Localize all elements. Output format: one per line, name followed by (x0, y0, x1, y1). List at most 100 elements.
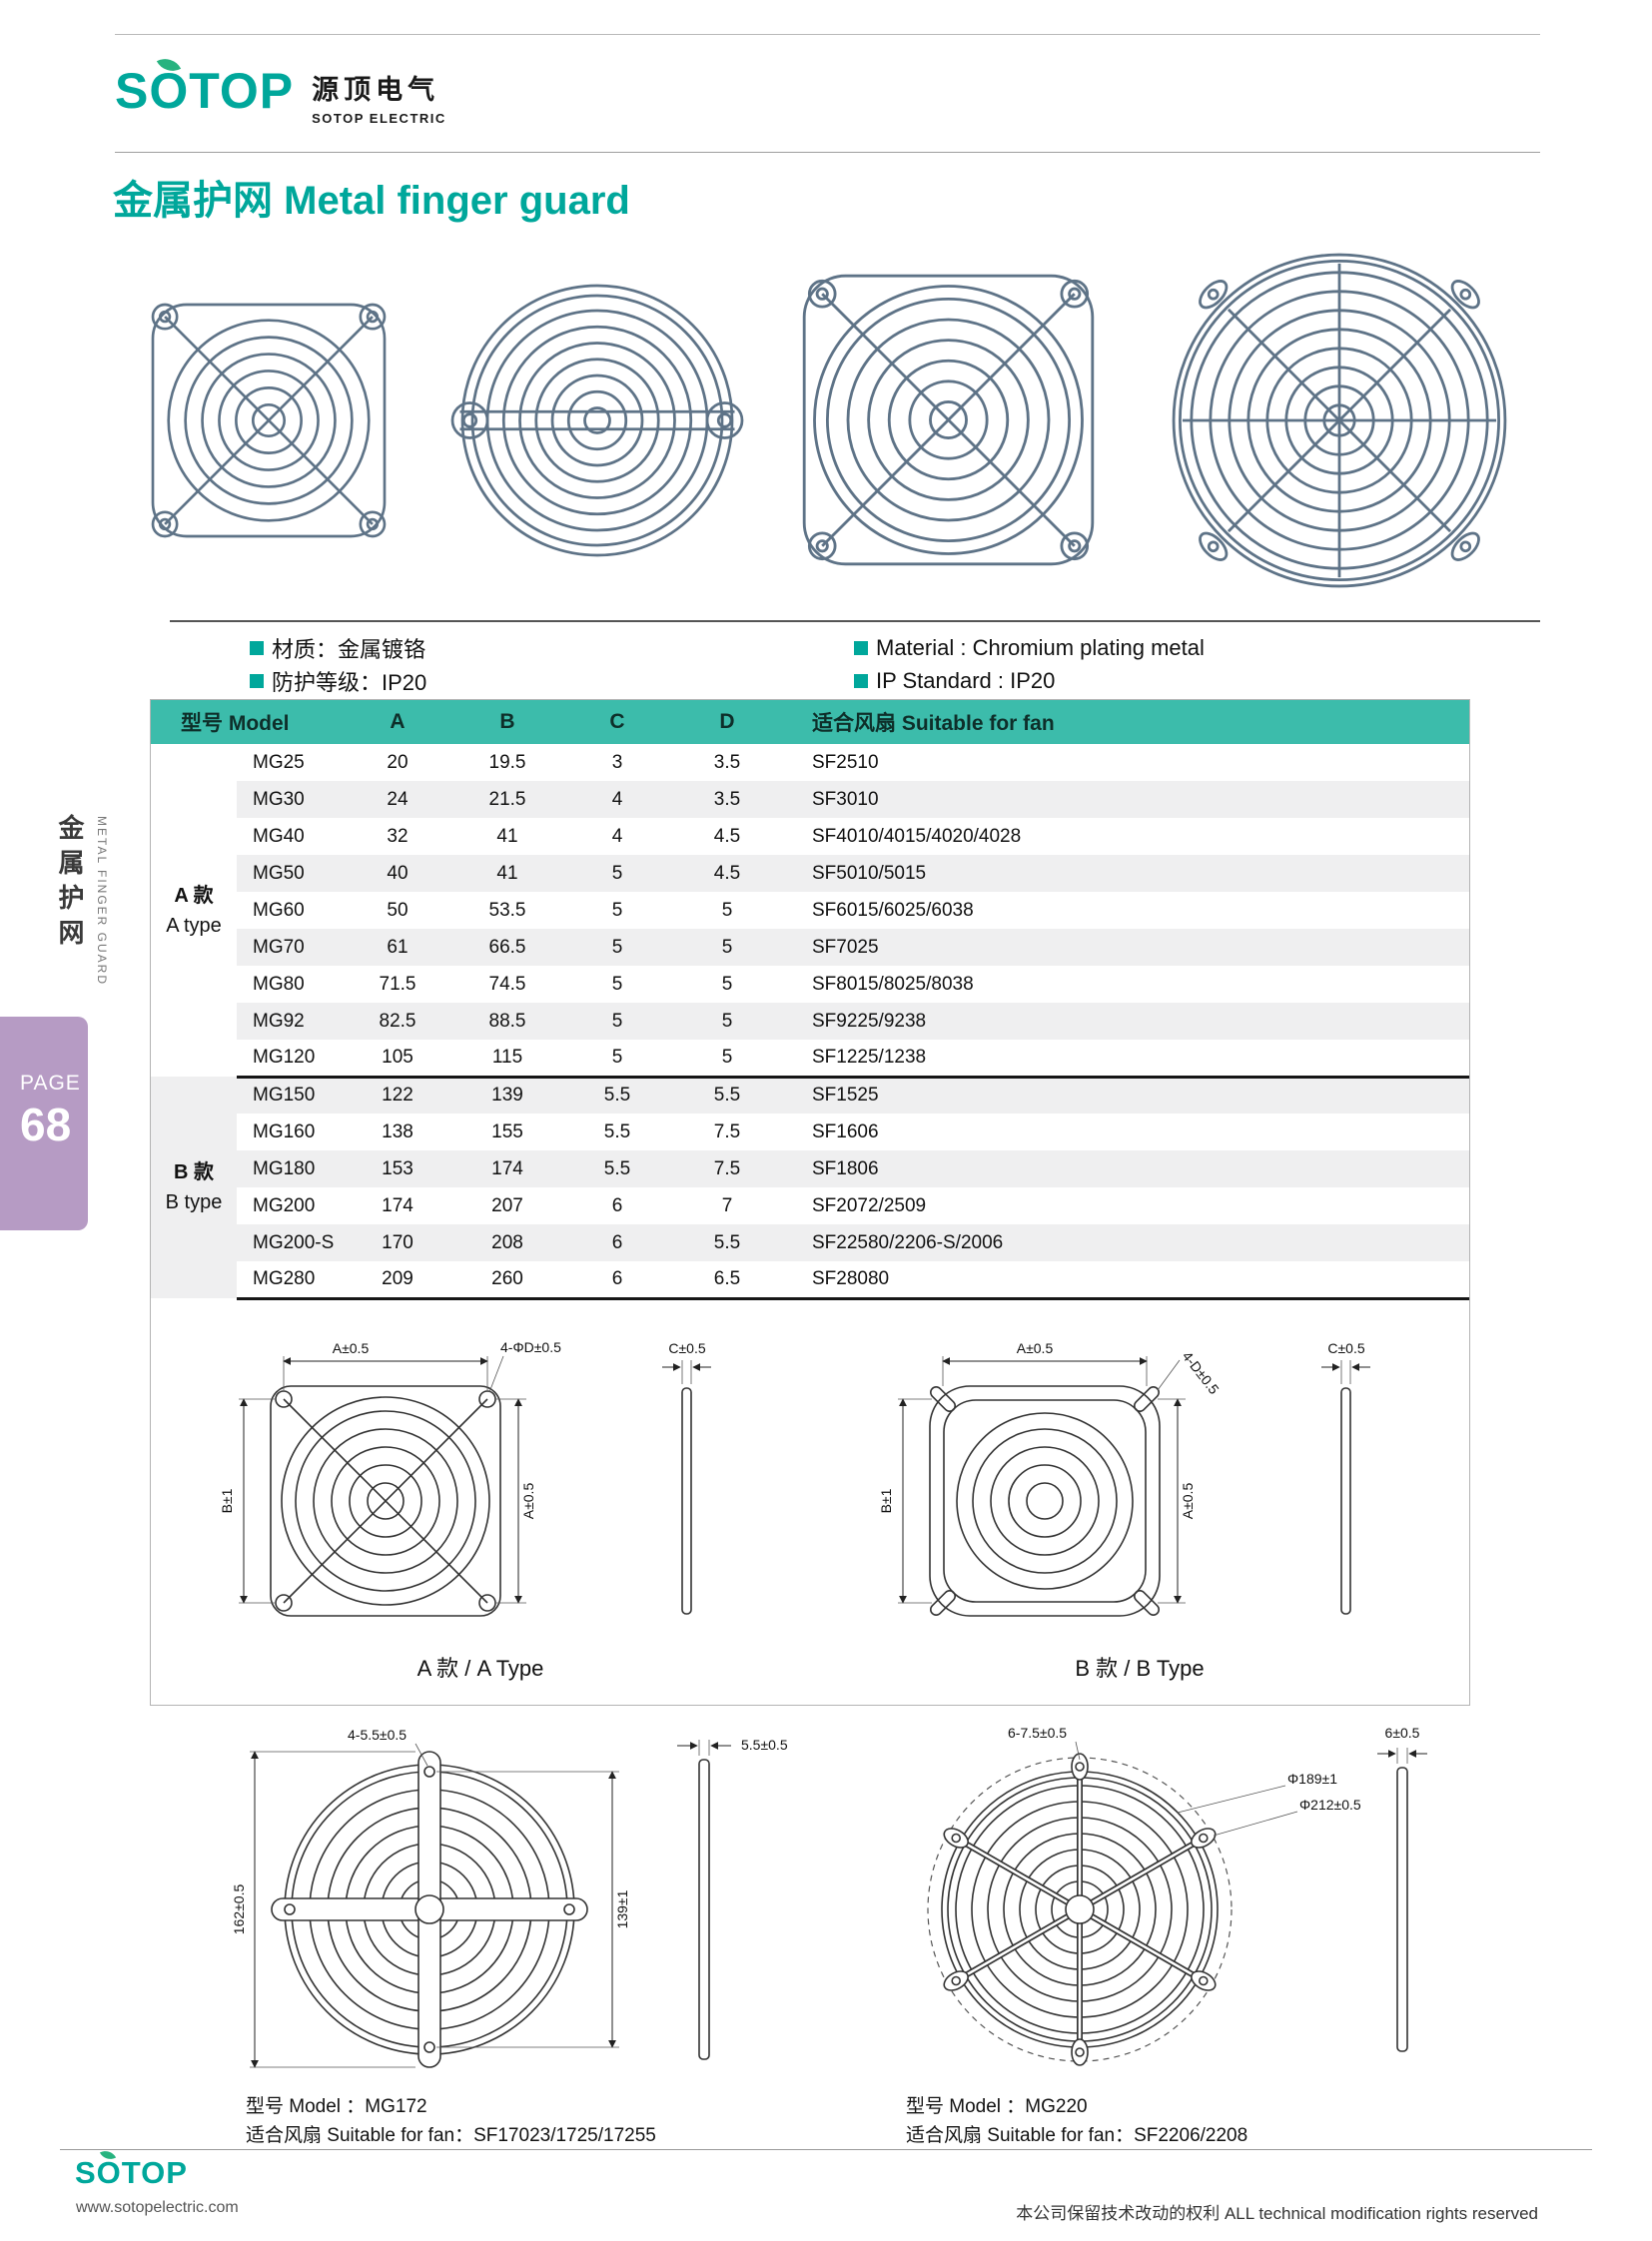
header-b: B (452, 700, 562, 744)
cell-fan: SF1606 (812, 1120, 879, 1142)
header-divider (115, 152, 1540, 153)
table-row: MG40 32 41 4 4.5 SF4010/4015/4020/4028 (151, 818, 1469, 855)
footer-logo-text: SOTOP (75, 2155, 188, 2190)
dim-c: C±0.5 (668, 1340, 705, 1356)
header-fan: 适合风扇 Suitable for fan (782, 700, 1469, 744)
sotop-logo: SOTOP (115, 52, 294, 116)
cell-value: 20 (387, 751, 409, 773)
top-divider (115, 34, 1540, 35)
dimension-drawings: A±0.5 4-ΦD±0.5 B±1 A±0.5 C±0.5 A 款 / A T… (151, 1300, 1469, 1705)
dim-b: B±1 (219, 1488, 235, 1513)
cell-value: 139 (452, 1077, 562, 1114)
cell-value: 3 (611, 751, 623, 773)
cell-value: 5.5 (603, 1120, 631, 1142)
cell-value: 174 (382, 1194, 413, 1216)
page-title-en: Metal finger guard (284, 179, 630, 223)
fan-guard-photo-round-bar (447, 271, 747, 575)
mg-drawings: 162±0.5 139±1 4-5.5±0.5 5.5±0.5 型号 Model… (150, 1720, 1470, 2150)
cell-fan: SF6015/6025/6038 (812, 899, 974, 921)
table-row: MG50 40 41 5 4.5 SF5010/5015 (151, 855, 1469, 892)
cell-value: 19.5 (488, 751, 526, 773)
cell-model: MG200-S (237, 1224, 343, 1261)
mg172-drawing: 162±0.5 139±1 4-5.5±0.5 5.5±0.5 (231, 1727, 788, 2068)
cell-value: 41 (452, 855, 562, 892)
footer-rights: 本公司保留技术改动的权利 ALL technical modification … (1016, 2204, 1538, 2223)
cell-value: 88.5 (452, 1003, 562, 1040)
cell-value: 61 (343, 929, 452, 966)
cell-fan: SF3010 (782, 781, 1469, 818)
cell-value: 4 (562, 781, 672, 818)
cell-value: 122 (343, 1077, 452, 1114)
cell-model: MG40 (253, 825, 305, 847)
dim-a-top: A±0.5 (333, 1340, 370, 1356)
cell-value: 7.5 (713, 1120, 741, 1142)
bullet-icon (250, 640, 264, 655)
cell-value: 3.5 (672, 781, 782, 818)
cell-value: 5 (672, 929, 782, 966)
dim-d-inner: Φ189±1 (1287, 1771, 1337, 1787)
mg220-captions: 型号 Model ：MG220 适合风扇 Suitable for fan：SF… (906, 2092, 1470, 2150)
sidebar-title-cn: 金属护网 (55, 814, 85, 954)
header-d: D (672, 700, 782, 744)
cell-value: 24 (343, 781, 452, 818)
cell-fan: SF9225/9238 (782, 1003, 1469, 1040)
cell-value: 3.5 (713, 751, 741, 773)
cell-value: 5 (562, 1003, 672, 1040)
cell-value: 6 (611, 1194, 623, 1216)
table-row: MG200-S 170 208 6 5.5 SF22580/2206-S/2006 (151, 1224, 1469, 1261)
cell-value: 7 (721, 1194, 733, 1216)
cell-fan: SF28080 (782, 1261, 1469, 1300)
cell-value: 4 (611, 825, 623, 847)
material-cn: 材质：金属镀铬 (272, 636, 426, 662)
cell-value: 260 (452, 1261, 562, 1300)
cell-value: 21.5 (452, 781, 562, 818)
cell-model: MG25 (253, 751, 305, 773)
cell-value: 5 (721, 899, 733, 921)
cell-fan: SF7025 (782, 929, 1469, 966)
cell-fan: SF22580/2206-S/2006 (782, 1224, 1469, 1261)
cell-model: MG80 (253, 973, 305, 995)
cell-fan: SF1225/1238 (782, 1040, 1469, 1079)
cell-value: 6.5 (672, 1261, 782, 1300)
cell-model: MG150 (237, 1077, 343, 1114)
dim-a-side: A±0.5 (1180, 1482, 1196, 1519)
fan-guard-photo-round-spokes (1150, 231, 1529, 615)
mg172-captions: 型号 Model ：MG172 适合风扇 Suitable for fan：SF… (246, 2092, 810, 2150)
page-label: PAGE (20, 1072, 81, 1095)
spec-table: 型号 Model A B C D 适合风扇 Suitable for fan A… (151, 700, 1469, 1300)
cell-fan: SF1525 (782, 1077, 1469, 1114)
cell-value: 5 (562, 929, 672, 966)
cell-value: 66.5 (452, 929, 562, 966)
dim-c: C±0.5 (1327, 1340, 1364, 1356)
cell-value: 6 (562, 1261, 672, 1300)
footer-logo: SOTOP (75, 2146, 188, 2190)
b-type-caption: B 款 / B Type (1075, 1655, 1205, 1681)
cell-value: 4.5 (713, 825, 741, 847)
footer-url: www.sotopelectric.com (76, 2199, 239, 2216)
cell-value: 5 (562, 1040, 672, 1079)
cell-value: 138 (382, 1120, 413, 1142)
page-header: SOTOP 源顶电气 SOTOP ELECTRIC (115, 52, 446, 126)
cell-value: 32 (387, 825, 409, 847)
cell-fan: SF2072/2509 (812, 1194, 927, 1216)
cell-value: 71.5 (379, 973, 416, 995)
cell-value: 170 (343, 1224, 452, 1261)
cell-value: 5.5 (672, 1224, 782, 1261)
footer-divider (60, 2149, 1592, 2150)
cell-fan: SF4010/4015/4020/4028 (812, 825, 1022, 847)
table-row: MG280 209 260 6 6.5 SF28080 (151, 1261, 1469, 1300)
cell-value: 153 (343, 1150, 452, 1187)
table-row: MG70 61 66.5 5 5 SF7025 (151, 929, 1469, 966)
cell-model: MG50 (237, 855, 343, 892)
cell-fan: SF2510 (812, 751, 879, 773)
cell-model: MG120 (237, 1040, 343, 1079)
cell-value: 40 (343, 855, 452, 892)
table-row: MG30 24 21.5 4 3.5 SF3010 (151, 781, 1469, 818)
dim-hole: 4-ΦD±0.5 (500, 1339, 561, 1355)
cell-model: MG280 (237, 1261, 343, 1300)
header-a: A (343, 700, 452, 744)
logo-caption: 源顶电气 SOTOP ELECTRIC (312, 66, 446, 126)
cell-value: 7.5 (672, 1150, 782, 1187)
